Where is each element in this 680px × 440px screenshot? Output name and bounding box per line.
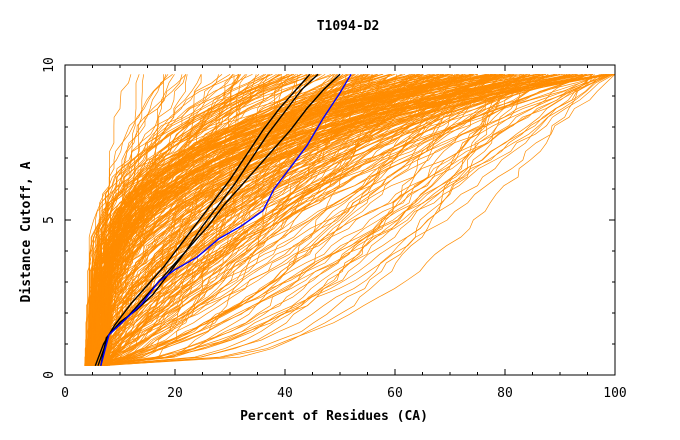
background-series-line	[101, 73, 526, 366]
x-tick-label: 40	[277, 386, 293, 401]
background-series-line	[97, 73, 450, 366]
background-series-line	[96, 74, 535, 367]
background-series-line	[104, 73, 542, 366]
background-series-line	[92, 74, 391, 367]
background-series-line	[103, 74, 608, 367]
background-series-line	[105, 74, 595, 367]
background-series-line	[91, 74, 270, 367]
x-tick-label: 20	[167, 386, 183, 401]
background-series-line	[87, 73, 501, 366]
background-series-line	[87, 74, 183, 366]
y-axis-label: Distance Cutoff, A	[19, 161, 34, 302]
background-series-line	[98, 74, 470, 367]
x-tick-label: 60	[387, 386, 403, 401]
highlight-series-black-3	[97, 73, 341, 366]
background-series-line	[93, 74, 616, 367]
background-series-line	[100, 74, 521, 367]
background-series-line	[99, 74, 373, 366]
background-series-line	[106, 73, 382, 366]
background-series-line	[87, 73, 608, 366]
background-series-line	[87, 74, 500, 366]
chart-title: T1094-D2	[317, 19, 380, 34]
background-series-line	[98, 74, 604, 367]
x-axis-label: Percent of Residues (CA)	[240, 409, 428, 424]
background-series-line	[85, 74, 592, 367]
background-series-line	[92, 74, 239, 366]
background-series-line	[103, 73, 612, 366]
background-series-line	[89, 74, 373, 367]
x-tick-label: 80	[497, 386, 513, 401]
background-series-line	[101, 74, 348, 367]
background-series-line	[105, 73, 281, 366]
background-series-line	[100, 74, 578, 367]
highlight-series-blue	[100, 73, 352, 366]
y-axis-ticks: 0 5 10	[42, 57, 615, 379]
background-series-line	[102, 73, 570, 366]
background-series-line	[98, 73, 583, 366]
background-series-line	[106, 73, 557, 366]
background-series-line	[94, 74, 442, 366]
background-series-line	[91, 74, 524, 367]
background-series-line	[97, 73, 504, 366]
background-series-line	[88, 73, 415, 366]
background-series-line	[91, 73, 615, 367]
background-series-line	[84, 73, 432, 366]
background-series-line	[94, 74, 344, 366]
background-series-line	[99, 73, 494, 366]
background-series-line	[91, 73, 498, 366]
background-series-line	[105, 73, 512, 366]
x-tick-label: 100	[603, 386, 626, 401]
background-series-line	[97, 74, 472, 367]
background-series-line	[93, 74, 518, 367]
x-axis-ticks: 0 20 40 60 80 100	[61, 65, 627, 401]
highlight-series-group	[94, 73, 352, 366]
background-series-line	[89, 74, 370, 366]
background-series-line	[107, 74, 140, 366]
background-series-line	[89, 73, 502, 366]
background-series-line	[101, 73, 612, 366]
background-series-line	[91, 74, 257, 366]
background-series-line	[93, 73, 528, 366]
background-series-line	[97, 73, 294, 366]
y-tick-label: 5	[42, 216, 57, 224]
background-series-line	[96, 74, 439, 367]
background-series-line	[93, 73, 496, 366]
highlight-series-black-2	[94, 73, 311, 366]
x-tick-label: 0	[61, 386, 69, 401]
background-series-line	[105, 73, 336, 366]
background-series-group	[84, 73, 616, 367]
background-series-line	[105, 74, 500, 366]
background-series-line	[90, 74, 463, 367]
background-series-line	[102, 73, 419, 366]
background-series-line	[102, 74, 241, 366]
background-series-line	[105, 73, 528, 366]
background-series-line	[93, 74, 592, 367]
y-tick-label: 10	[42, 57, 57, 73]
background-series-line	[104, 73, 406, 366]
y-tick-label: 0	[42, 371, 57, 379]
background-series-line	[95, 73, 539, 366]
background-series-line	[98, 74, 515, 367]
background-series-line	[88, 73, 510, 366]
background-series-line	[106, 73, 402, 366]
